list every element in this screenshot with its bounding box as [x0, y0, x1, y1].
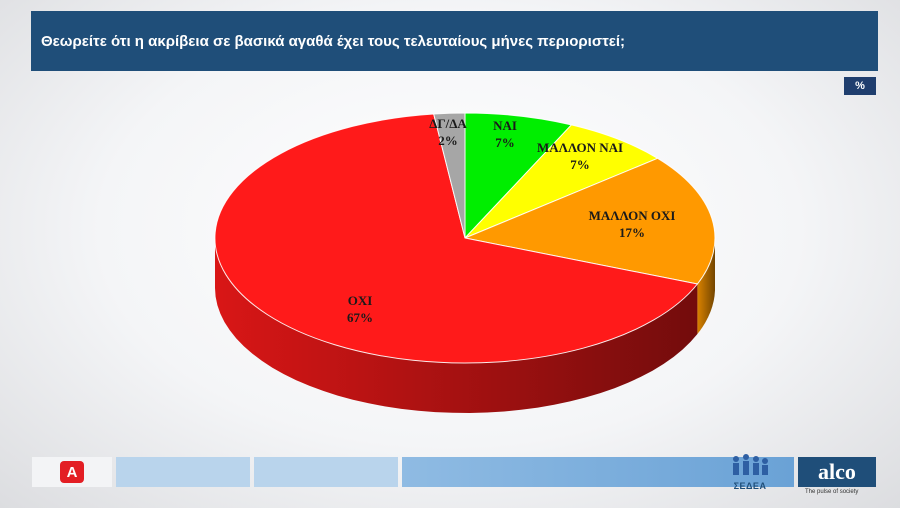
slice-label-2: ΜΑΛΛΟΝ ΟΧΙ — [589, 208, 676, 223]
footer-bar-2 — [254, 457, 398, 487]
footer-bar-3 — [402, 457, 794, 487]
footer-bar-1 — [116, 457, 250, 487]
pie-side-3 — [215, 238, 698, 413]
pie-slice-2 — [463, 157, 716, 285]
sedea-label: ΣΕΔΕΑ — [733, 481, 767, 491]
unit-badge: % — [844, 77, 876, 95]
slice-label-3: ΟΧΙ — [348, 293, 373, 308]
slice-label-1: ΜΑΛΛΟΝ ΝΑΙ — [537, 140, 623, 155]
pie-slice-3 — [214, 113, 699, 364]
pie-slice-0 — [464, 112, 573, 240]
slice-label-4: ΔΓ/ΔΑ — [429, 116, 467, 131]
slice-value-2: 17% — [619, 225, 645, 240]
pie-slice-4 — [433, 112, 466, 239]
alco-logo: alco — [798, 457, 876, 487]
slice-value-3: 67% — [347, 310, 373, 325]
slice-value-0: 7% — [495, 135, 515, 150]
slice-value-4: 2% — [438, 133, 458, 148]
slice-label-0: ΝΑΙ — [493, 118, 517, 133]
alpha-logo-mark: Α — [60, 461, 84, 483]
alpha-logo: Α — [32, 457, 112, 487]
slice-value-1: 7% — [570, 157, 590, 172]
people-icon — [733, 454, 768, 475]
alco-tagline: The pulse of society — [805, 489, 859, 495]
pie-slice-1 — [464, 124, 659, 239]
sedea-logo: ΣΕΔΕΑ — [722, 452, 778, 492]
title-bar: Θεωρείτε ότι η ακρίβεια σε βασικά αγαθά … — [31, 11, 878, 71]
pie-top — [214, 112, 716, 364]
page-title: Θεωρείτε ότι η ακρίβεια σε βασικά αγαθά … — [41, 32, 626, 50]
